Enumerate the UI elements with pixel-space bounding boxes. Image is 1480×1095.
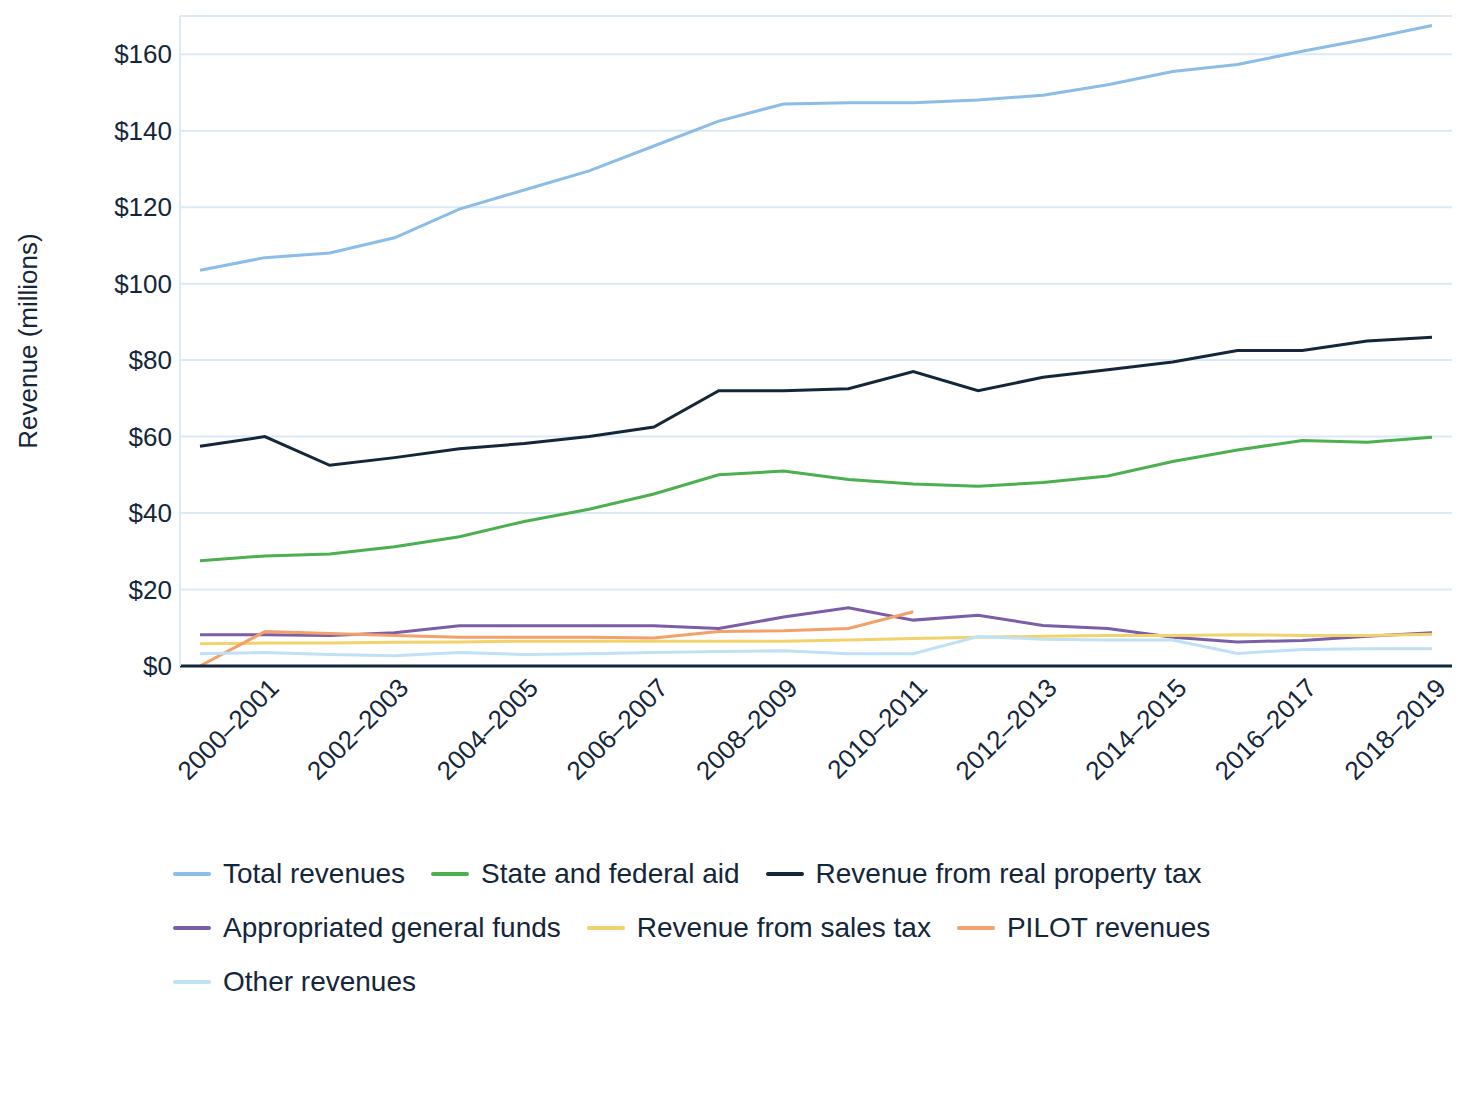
svg-text:2004–2005: 2004–2005 (431, 673, 544, 786)
svg-text:2014–2015: 2014–2015 (1079, 673, 1192, 786)
svg-text:$20: $20 (129, 575, 172, 605)
svg-text:Revenue (millions): Revenue (millions) (13, 233, 43, 448)
svg-text:$0: $0 (143, 651, 172, 681)
svg-text:2018–2019: 2018–2019 (1339, 673, 1452, 786)
svg-text:$80: $80 (129, 345, 172, 375)
svg-text:2000–2001: 2000–2001 (171, 673, 284, 786)
svg-text:$100: $100 (114, 269, 172, 299)
svg-text:2012–2013: 2012–2013 (950, 673, 1063, 786)
svg-text:$120: $120 (114, 192, 172, 222)
svg-text:2016–2017: 2016–2017 (1209, 673, 1322, 786)
html-text:Other revenues: Other revenues (223, 966, 416, 997)
html-text:Appropriated general funds: Appropriated general funds (223, 912, 561, 943)
svg-text:$160: $160 (114, 39, 172, 69)
svg-text:$40: $40 (129, 498, 172, 528)
html-text:Revenue from sales tax: Revenue from sales tax (636, 912, 931, 943)
html-text:State and federal aid: State and federal aid (481, 858, 740, 889)
html-text:Total revenues: Total revenues (223, 858, 406, 889)
svg-text:$60: $60 (129, 422, 172, 452)
html-text:Revenue from real property tax: Revenue from real property tax (815, 858, 1202, 889)
svg-text:2006–2007: 2006–2007 (560, 673, 673, 786)
svg-text:2010–2011: 2010–2011 (821, 673, 933, 785)
html-text:PILOT revenues: PILOT revenues (1006, 912, 1211, 943)
svg-text:2008–2009: 2008–2009 (690, 673, 803, 786)
svg-text:2002–2003: 2002–2003 (301, 673, 414, 786)
svg-text:$140: $140 (114, 116, 172, 146)
